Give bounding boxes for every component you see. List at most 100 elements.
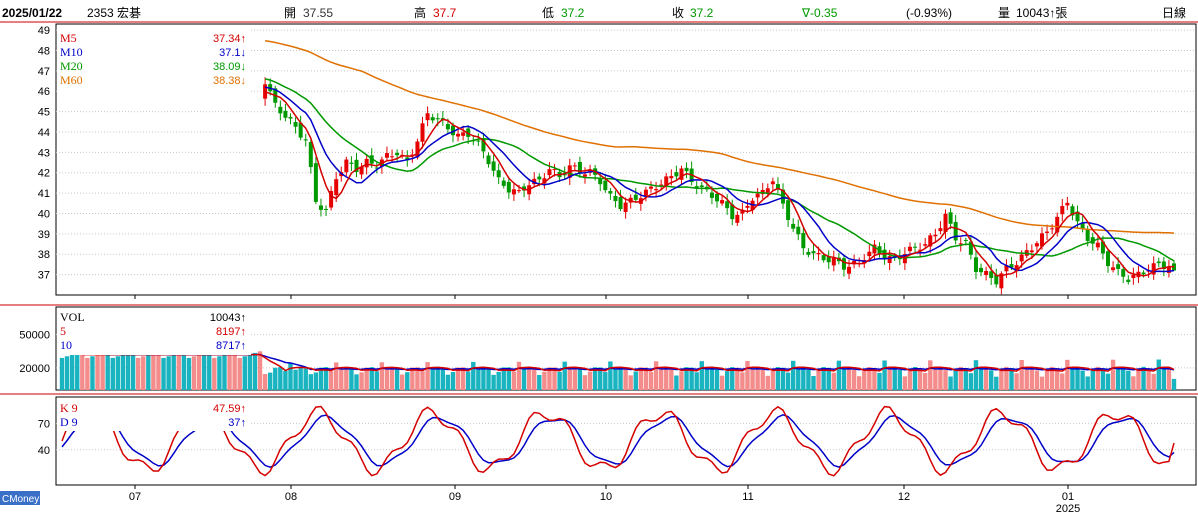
candle-body bbox=[288, 117, 293, 119]
volume-bars bbox=[59, 351, 1177, 390]
volume-bar bbox=[339, 369, 344, 390]
volume-bar bbox=[445, 374, 451, 390]
volume-bar bbox=[196, 354, 202, 390]
header-close-label: 收 bbox=[672, 6, 684, 20]
volume-bar bbox=[598, 367, 603, 390]
header-close: 37.2 bbox=[690, 6, 714, 20]
volume-bar bbox=[176, 352, 181, 390]
volume-bar bbox=[841, 368, 847, 390]
volume-bar bbox=[1171, 378, 1177, 390]
candle-body bbox=[725, 201, 730, 209]
legend-series-value: 37↑ bbox=[228, 417, 246, 429]
volume-bar bbox=[354, 374, 359, 390]
volume-bar bbox=[217, 356, 222, 390]
x-axis-label: 01 bbox=[1062, 491, 1074, 503]
header-period: 日線 bbox=[1162, 5, 1186, 20]
candle-body bbox=[928, 235, 933, 247]
volume-bar bbox=[608, 361, 613, 390]
volume-bar bbox=[592, 367, 598, 390]
volume-bar bbox=[105, 351, 110, 390]
header-volume: 10043↑張 bbox=[1016, 6, 1067, 20]
candle-body bbox=[735, 214, 740, 223]
volume-bar bbox=[948, 376, 953, 390]
volume-bar bbox=[1151, 373, 1156, 390]
volume-bar bbox=[120, 354, 126, 390]
candle-body bbox=[1121, 269, 1126, 277]
candle-body bbox=[481, 138, 486, 152]
candle-body bbox=[390, 156, 395, 158]
volume-bar bbox=[252, 352, 258, 390]
x-axis-label: 07 bbox=[129, 491, 141, 503]
volume-bar bbox=[430, 369, 435, 390]
volume-bar bbox=[191, 356, 197, 390]
candle-body bbox=[918, 249, 923, 251]
candle-body bbox=[461, 132, 466, 136]
volume-bar bbox=[80, 351, 85, 390]
volume-bar bbox=[699, 361, 704, 390]
candle-body bbox=[933, 234, 938, 237]
candle-body bbox=[999, 273, 1004, 289]
volume-bar bbox=[623, 369, 628, 390]
volume-bar bbox=[369, 367, 374, 390]
volume-bar bbox=[262, 374, 268, 390]
candle-body bbox=[410, 154, 415, 157]
candle-body bbox=[994, 274, 999, 285]
volume-bar bbox=[491, 374, 496, 390]
legend-series-name: M60 bbox=[60, 73, 83, 87]
volume-bar bbox=[420, 371, 425, 390]
volume-bar bbox=[821, 367, 826, 390]
candle-body bbox=[1156, 261, 1161, 264]
candle-body bbox=[659, 184, 664, 186]
candle-body bbox=[613, 195, 618, 202]
header-volume-label: 量 bbox=[998, 6, 1010, 20]
legend-series-value: 37.1↓ bbox=[219, 47, 246, 59]
volume-bar bbox=[501, 367, 506, 390]
candle-body bbox=[796, 226, 801, 235]
volume-bar bbox=[653, 361, 659, 390]
candle-body bbox=[303, 139, 308, 141]
candle-body bbox=[730, 204, 735, 220]
candle-body bbox=[547, 169, 552, 176]
volume-bar bbox=[181, 351, 187, 390]
candle-body bbox=[699, 185, 704, 188]
volume-bar bbox=[481, 366, 486, 390]
volume-bar bbox=[780, 367, 786, 390]
volume-bar bbox=[760, 369, 765, 390]
volume-bar bbox=[75, 352, 80, 390]
candle-body bbox=[968, 241, 973, 255]
volume-bar bbox=[410, 367, 415, 390]
volume-bar bbox=[1105, 373, 1111, 390]
candle-body bbox=[1050, 228, 1055, 230]
x-axis-label: 10 bbox=[600, 491, 612, 503]
candle-body bbox=[1029, 250, 1034, 253]
price-tick-label: 37 bbox=[38, 270, 50, 282]
volume-bar bbox=[745, 360, 750, 390]
candle-body bbox=[334, 179, 339, 196]
volume-bar bbox=[775, 367, 781, 390]
candle-body bbox=[791, 223, 796, 229]
volume-bar bbox=[532, 369, 537, 390]
volume-bar bbox=[278, 367, 283, 390]
candle-body bbox=[841, 258, 846, 270]
candle-body bbox=[420, 123, 425, 142]
header-low-label: 低 bbox=[542, 6, 554, 20]
volume-bar bbox=[349, 368, 354, 390]
legend-series-value: 38.09↓ bbox=[213, 61, 246, 73]
volume-bar bbox=[862, 370, 867, 390]
candle-body bbox=[801, 232, 806, 249]
volume-bar bbox=[917, 367, 923, 390]
volume-bar bbox=[704, 368, 710, 390]
watermark-text: CMoney bbox=[2, 494, 39, 505]
candle-body bbox=[633, 194, 638, 200]
candle-body bbox=[755, 193, 760, 198]
volume-bar bbox=[709, 366, 715, 390]
header-high: 37.7 bbox=[433, 6, 457, 20]
volume-bar bbox=[59, 357, 65, 390]
candle-body bbox=[984, 270, 989, 276]
volume-bar bbox=[161, 357, 166, 390]
candle-body bbox=[359, 166, 364, 175]
price-tick-label: 39 bbox=[38, 229, 50, 241]
ma5-line bbox=[264, 91, 1174, 277]
volume-bar bbox=[557, 371, 562, 390]
volume-bar bbox=[983, 366, 989, 390]
